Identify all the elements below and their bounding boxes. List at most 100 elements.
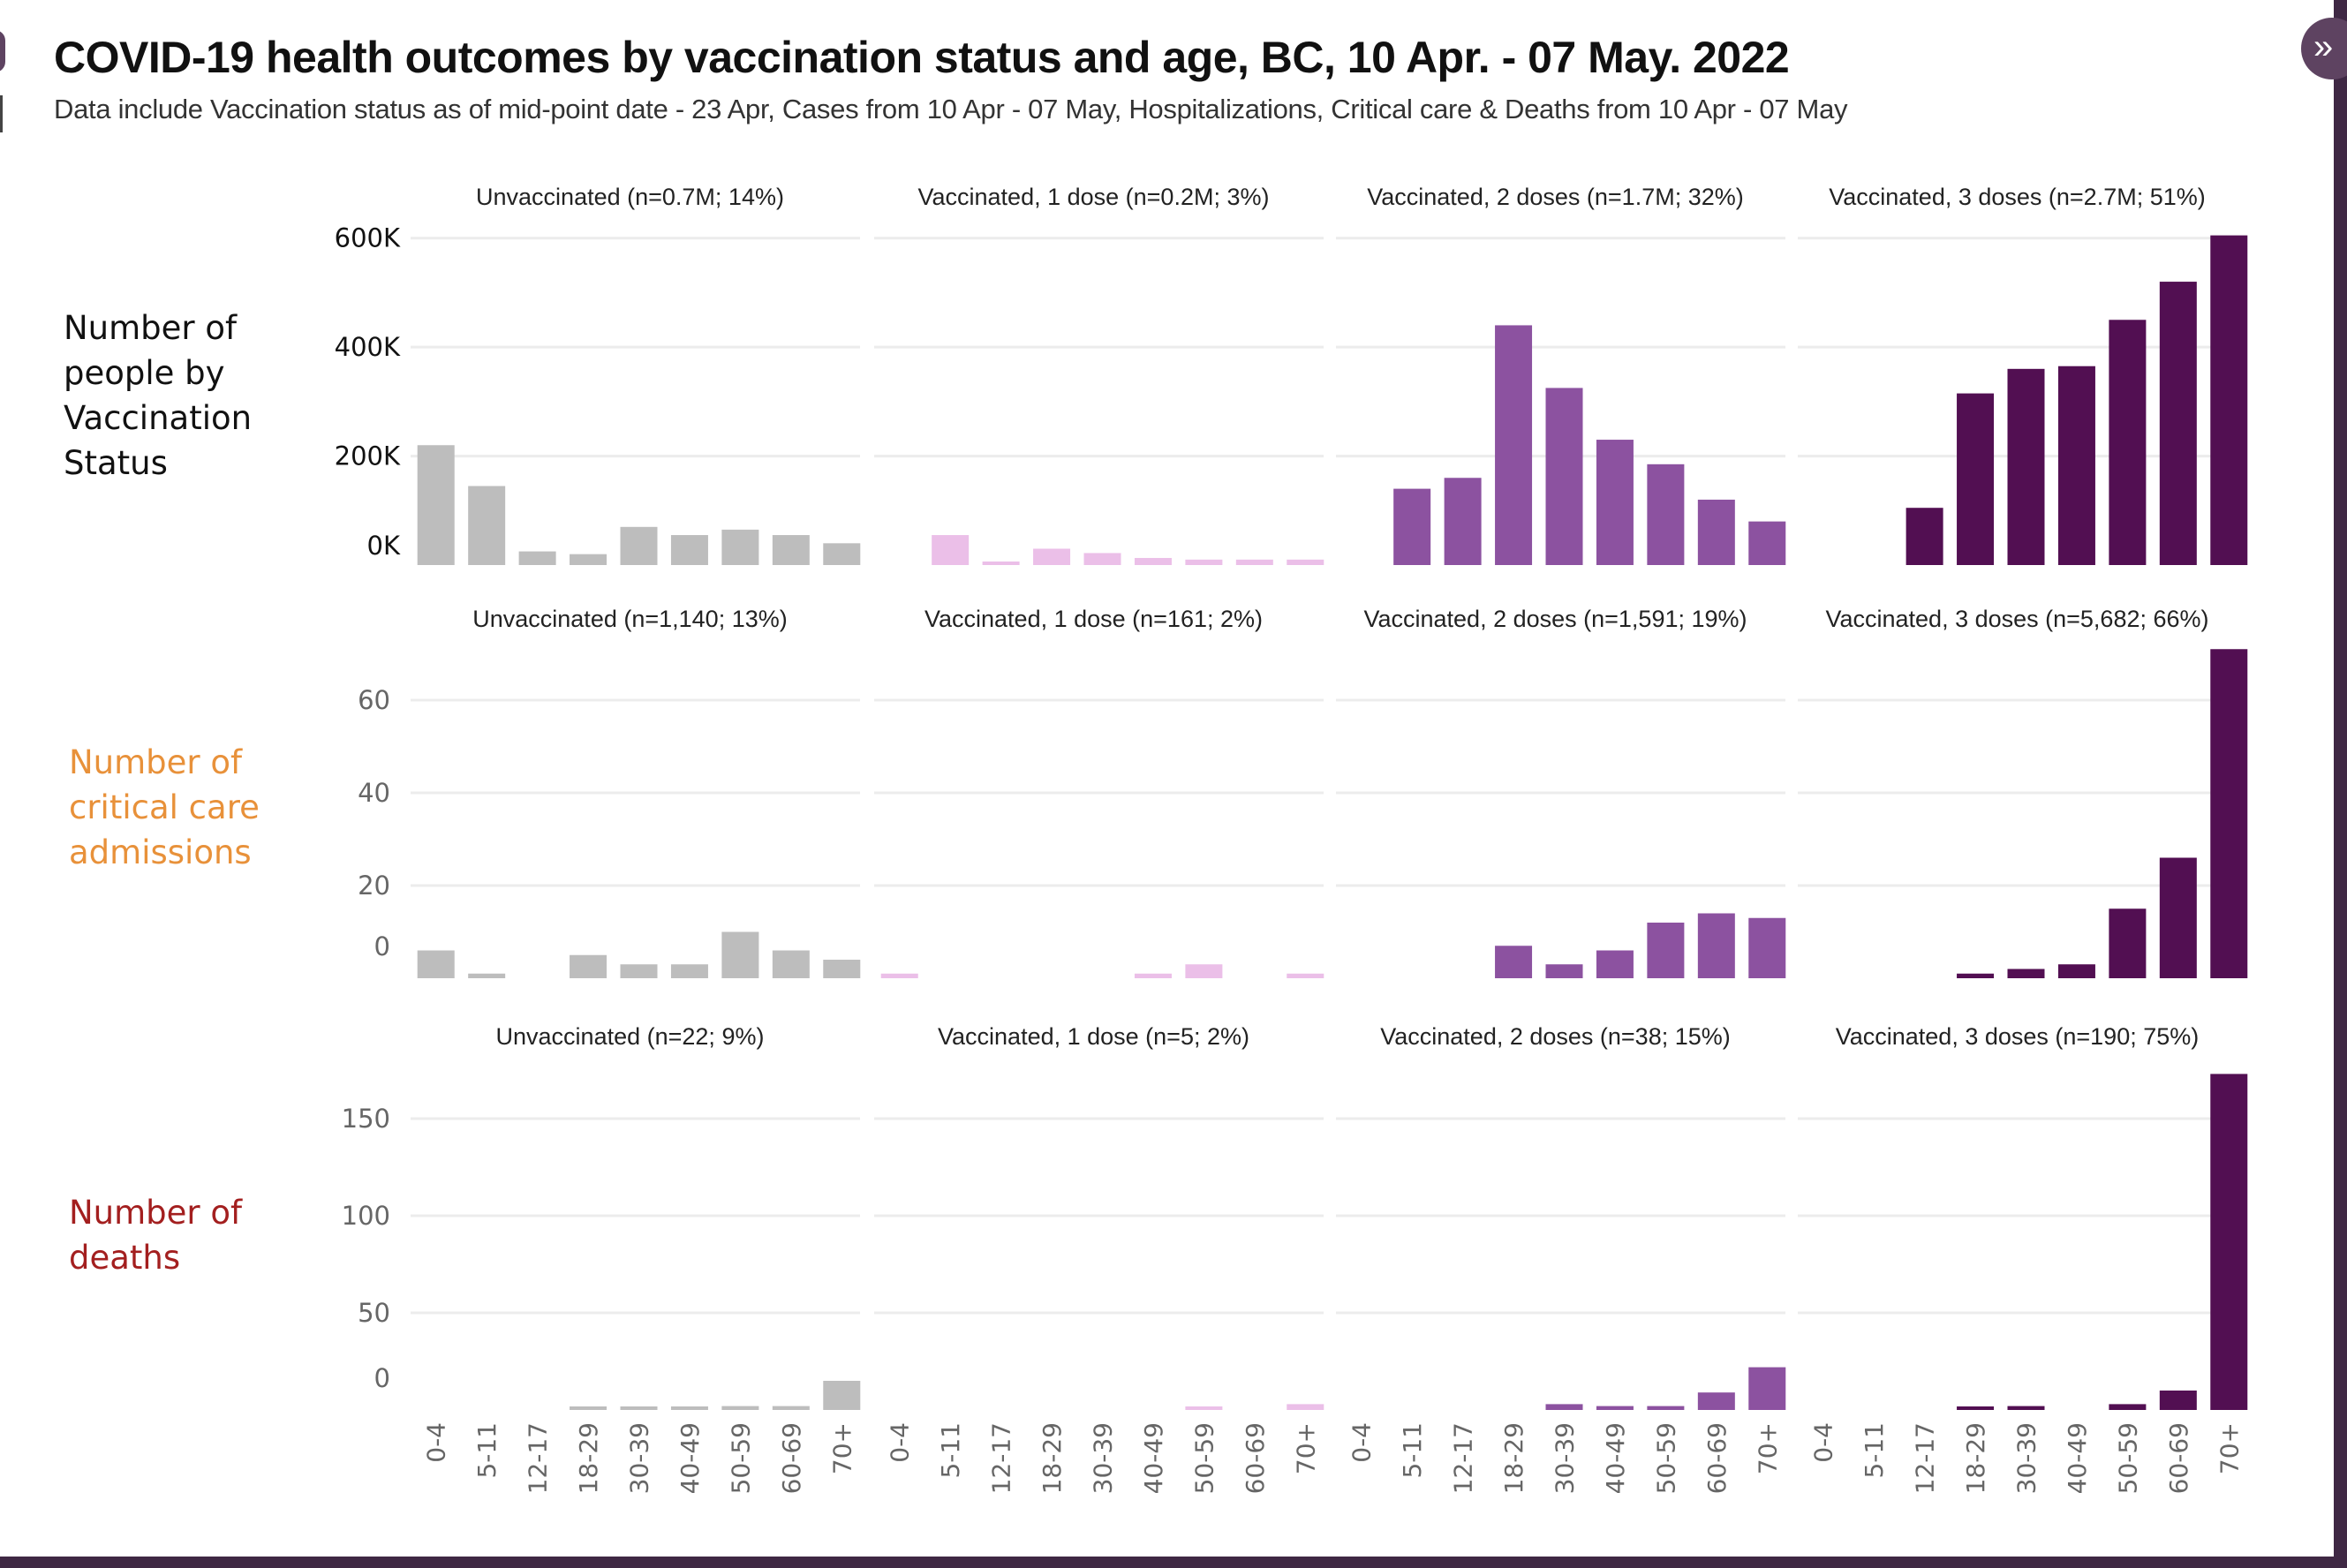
bar-0-2-4[interactable]: Vaccinated, 2 doses 30-39: 325000	[1545, 388, 1583, 565]
bar-0-1-5[interactable]: Vaccinated, 1 dose 40-49: 13000	[1134, 557, 1172, 565]
bar-1-2-6[interactable]: Vaccinated, 2 doses 50-59: 12	[1647, 923, 1685, 978]
bottom-bar	[0, 1557, 2347, 1568]
x-tick-label: 50-59	[726, 1422, 755, 1494]
bar-2-3-3[interactable]: Vaccinated, 3 doses 18-29: 1	[1957, 1406, 1995, 1410]
bar-0-1-7[interactable]: Vaccinated, 1 dose 60-69: 10000	[1235, 559, 1273, 565]
bar-2-0-5[interactable]: Unvaccinated 40-49: 1	[670, 1406, 708, 1410]
bar-0-0-1[interactable]: Unvaccinated 5-11: 145000	[468, 486, 506, 565]
bar-0-2-1[interactable]: Vaccinated, 2 doses 5-11: 140000	[1393, 488, 1431, 565]
bar-0-0-3[interactable]: Unvaccinated 18-29: 20000	[570, 554, 608, 565]
panel-subtitle: Vaccinated, 3 doses (n=2.7M; 51%)	[1829, 184, 2206, 210]
bar-0-0-4[interactable]: Unvaccinated 30-39: 70000	[620, 526, 658, 565]
bar-1-1-0[interactable]: Vaccinated, 1 dose 0-4: 1	[880, 973, 918, 978]
bar-2-2-7[interactable]: Vaccinated, 2 doses 60-69: 9	[1697, 1392, 1735, 1410]
bar-2-0-8[interactable]: Unvaccinated 70+: 15	[823, 1381, 861, 1410]
x-tick-label: 50-59	[2113, 1422, 2142, 1494]
bar-0-3-3[interactable]: Vaccinated, 3 doses 18-29: 315000	[1957, 393, 1995, 565]
x-tick-label: 0-4	[422, 1422, 451, 1463]
bar-1-0-6[interactable]: Unvaccinated 50-59: 10	[721, 931, 759, 979]
bar-2-3-4[interactable]: Vaccinated, 3 doses 30-39: 2	[2007, 1406, 2045, 1410]
bar-0-3-6[interactable]: Vaccinated, 3 doses 50-59: 450000	[2109, 320, 2147, 565]
x-tick-label: 30-39	[625, 1422, 654, 1494]
bar-0-3-4[interactable]: Vaccinated, 3 doses 30-39: 360000	[2007, 368, 2045, 565]
bar-0-1-3[interactable]: Vaccinated, 1 dose 18-29: 30000	[1033, 548, 1071, 565]
bar-1-1-6[interactable]: Vaccinated, 1 dose 50-59: 3	[1185, 964, 1223, 978]
row-label-line: Number of	[69, 743, 243, 781]
bar-1-3-3[interactable]: Vaccinated, 3 doses 18-29: 1	[1957, 973, 1995, 978]
x-tick-label: 12-17	[1911, 1422, 1940, 1494]
bar-0-2-7[interactable]: Vaccinated, 2 doses 60-69: 120000	[1697, 499, 1735, 565]
bar-0-2-3[interactable]: Vaccinated, 2 doses 18-29: 440000	[1495, 325, 1533, 565]
bar-2-0-6[interactable]: Unvaccinated 50-59: 2	[721, 1406, 759, 1410]
x-tick-label: 40-49	[1139, 1422, 1168, 1494]
x-tick-label: 60-69	[777, 1422, 806, 1494]
bar-0-0-8[interactable]: Unvaccinated 70+: 40000	[823, 543, 861, 565]
bar-1-3-5[interactable]: Vaccinated, 3 doses 40-49: 3	[2057, 964, 2095, 978]
bar-0-1-8[interactable]: Vaccinated, 1 dose 70+: 10000	[1287, 559, 1324, 565]
bar-1-0-8[interactable]: Unvaccinated 70+: 4	[823, 960, 861, 978]
bar-0-2-5[interactable]: Vaccinated, 2 doses 40-49: 230000	[1596, 440, 1634, 565]
bar-0-0-6[interactable]: Unvaccinated 50-59: 65000	[721, 529, 759, 565]
bar-0-3-8[interactable]: Vaccinated, 3 doses 70+: 605000	[2210, 235, 2248, 565]
bar-2-0-3[interactable]: Unvaccinated 18-29: 1	[570, 1406, 608, 1410]
bar-1-2-8[interactable]: Vaccinated, 2 doses 70+: 13	[1748, 917, 1786, 978]
bar-0-0-5[interactable]: Unvaccinated 40-49: 55000	[670, 535, 708, 565]
bar-0-0-2[interactable]: Unvaccinated 12-17: 25000	[518, 551, 556, 565]
x-tick-label: 18-29	[1038, 1422, 1067, 1494]
panel-subtitle: Unvaccinated (n=0.7M; 14%)	[476, 184, 784, 210]
bar-0-1-2[interactable]: Vaccinated, 1 dose 12-17: 5000	[982, 562, 1020, 565]
bar-1-3-6[interactable]: Vaccinated, 3 doses 50-59: 15	[2109, 908, 2147, 978]
x-tick-label: 18-29	[574, 1422, 603, 1494]
bar-1-0-7[interactable]: Unvaccinated 60-69: 6	[772, 950, 810, 979]
bar-2-2-4[interactable]: Vaccinated, 2 doses 30-39: 3	[1545, 1404, 1583, 1410]
bar-0-3-5[interactable]: Vaccinated, 3 doses 40-49: 365000	[2057, 366, 2095, 565]
bar-0-0-0[interactable]: Unvaccinated 0-4: 220000	[417, 445, 455, 565]
bar-0-3-7[interactable]: Vaccinated, 3 doses 60-69: 520000	[2159, 282, 2197, 565]
panel-subtitle: Vaccinated, 2 doses (n=1,591; 19%)	[1363, 606, 1747, 632]
bar-0-1-1[interactable]: Vaccinated, 1 dose 5-11: 55000	[932, 535, 970, 565]
bar-1-0-1[interactable]: Unvaccinated 5-11: 1	[468, 973, 506, 978]
x-tick-label: 40-49	[2063, 1422, 2092, 1494]
bar-2-3-8[interactable]: Vaccinated, 3 doses 70+: 173	[2210, 1074, 2248, 1410]
bar-0-1-4[interactable]: Vaccinated, 1 dose 30-39: 22000	[1083, 553, 1121, 565]
bar-0-2-2[interactable]: Vaccinated, 2 doses 12-17: 160000	[1444, 478, 1482, 565]
bar-2-0-4[interactable]: Unvaccinated 30-39: 1	[620, 1406, 658, 1410]
bar-0-3-2[interactable]: Vaccinated, 3 doses 12-17: 105000	[1906, 508, 1943, 565]
bar-1-0-5[interactable]: Unvaccinated 40-49: 3	[670, 964, 708, 978]
bar-1-1-8[interactable]: Vaccinated, 1 dose 70+: 1	[1287, 973, 1324, 978]
bar-2-2-6[interactable]: Vaccinated, 2 doses 50-59: 2	[1647, 1406, 1685, 1410]
bar-1-3-8[interactable]: Vaccinated, 3 doses 70+: 71	[2210, 649, 2248, 978]
row-label-line: Number of	[64, 309, 238, 347]
y-tick-label: 600K	[335, 223, 401, 253]
x-tick-label: 12-17	[1449, 1422, 1478, 1494]
x-tick-label: 30-39	[1551, 1422, 1580, 1494]
bar-1-3-7[interactable]: Vaccinated, 3 doses 60-69: 26	[2159, 857, 2197, 979]
bar-0-2-6[interactable]: Vaccinated, 2 doses 50-59: 185000	[1647, 464, 1685, 565]
bar-1-0-4[interactable]: Unvaccinated 30-39: 3	[620, 964, 658, 978]
bar-1-2-7[interactable]: Vaccinated, 2 doses 60-69: 14	[1697, 913, 1735, 979]
bar-0-1-6[interactable]: Vaccinated, 1 dose 50-59: 10000	[1185, 559, 1223, 565]
bar-2-3-7[interactable]: Vaccinated, 3 doses 60-69: 10	[2159, 1391, 2197, 1410]
bar-1-3-4[interactable]: Vaccinated, 3 doses 30-39: 2	[2007, 969, 2045, 979]
bar-0-0-7[interactable]: Unvaccinated 60-69: 55000	[772, 535, 810, 565]
expand-button[interactable]: »	[2301, 18, 2347, 79]
bar-1-2-5[interactable]: Vaccinated, 2 doses 40-49: 6	[1596, 950, 1634, 979]
panel-subtitle: Vaccinated, 3 doses (n=5,682; 66%)	[1825, 606, 2208, 632]
bar-0-2-8[interactable]: Vaccinated, 2 doses 70+: 80000	[1748, 521, 1786, 565]
bar-1-0-3[interactable]: Unvaccinated 18-29: 5	[570, 954, 608, 978]
bar-2-2-5[interactable]: Vaccinated, 2 doses 40-49: 2	[1596, 1406, 1634, 1410]
bar-2-2-8[interactable]: Vaccinated, 2 doses 70+: 22	[1748, 1367, 1786, 1410]
bar-1-2-4[interactable]: Vaccinated, 2 doses 30-39: 3	[1545, 964, 1583, 978]
bar-2-1-6[interactable]: Vaccinated, 1 dose 50-59: 1	[1185, 1406, 1223, 1410]
bar-2-3-6[interactable]: Vaccinated, 3 doses 50-59: 3	[2109, 1404, 2147, 1410]
double-chevron-right-icon: »	[2313, 27, 2334, 66]
x-tick-label: 70+	[1291, 1422, 1320, 1474]
bar-2-1-8[interactable]: Vaccinated, 1 dose 70+: 3	[1287, 1404, 1324, 1410]
y-tick-label: 60	[358, 685, 390, 715]
bar-1-2-3[interactable]: Vaccinated, 2 doses 18-29: 7	[1495, 946, 1533, 978]
bar-2-0-7[interactable]: Unvaccinated 60-69: 2	[772, 1406, 810, 1410]
bar-1-1-5[interactable]: Vaccinated, 1 dose 40-49: 1	[1134, 973, 1172, 978]
x-tick-label: 5-11	[1398, 1422, 1427, 1479]
bar-1-0-0[interactable]: Unvaccinated 0-4: 6	[417, 950, 455, 979]
